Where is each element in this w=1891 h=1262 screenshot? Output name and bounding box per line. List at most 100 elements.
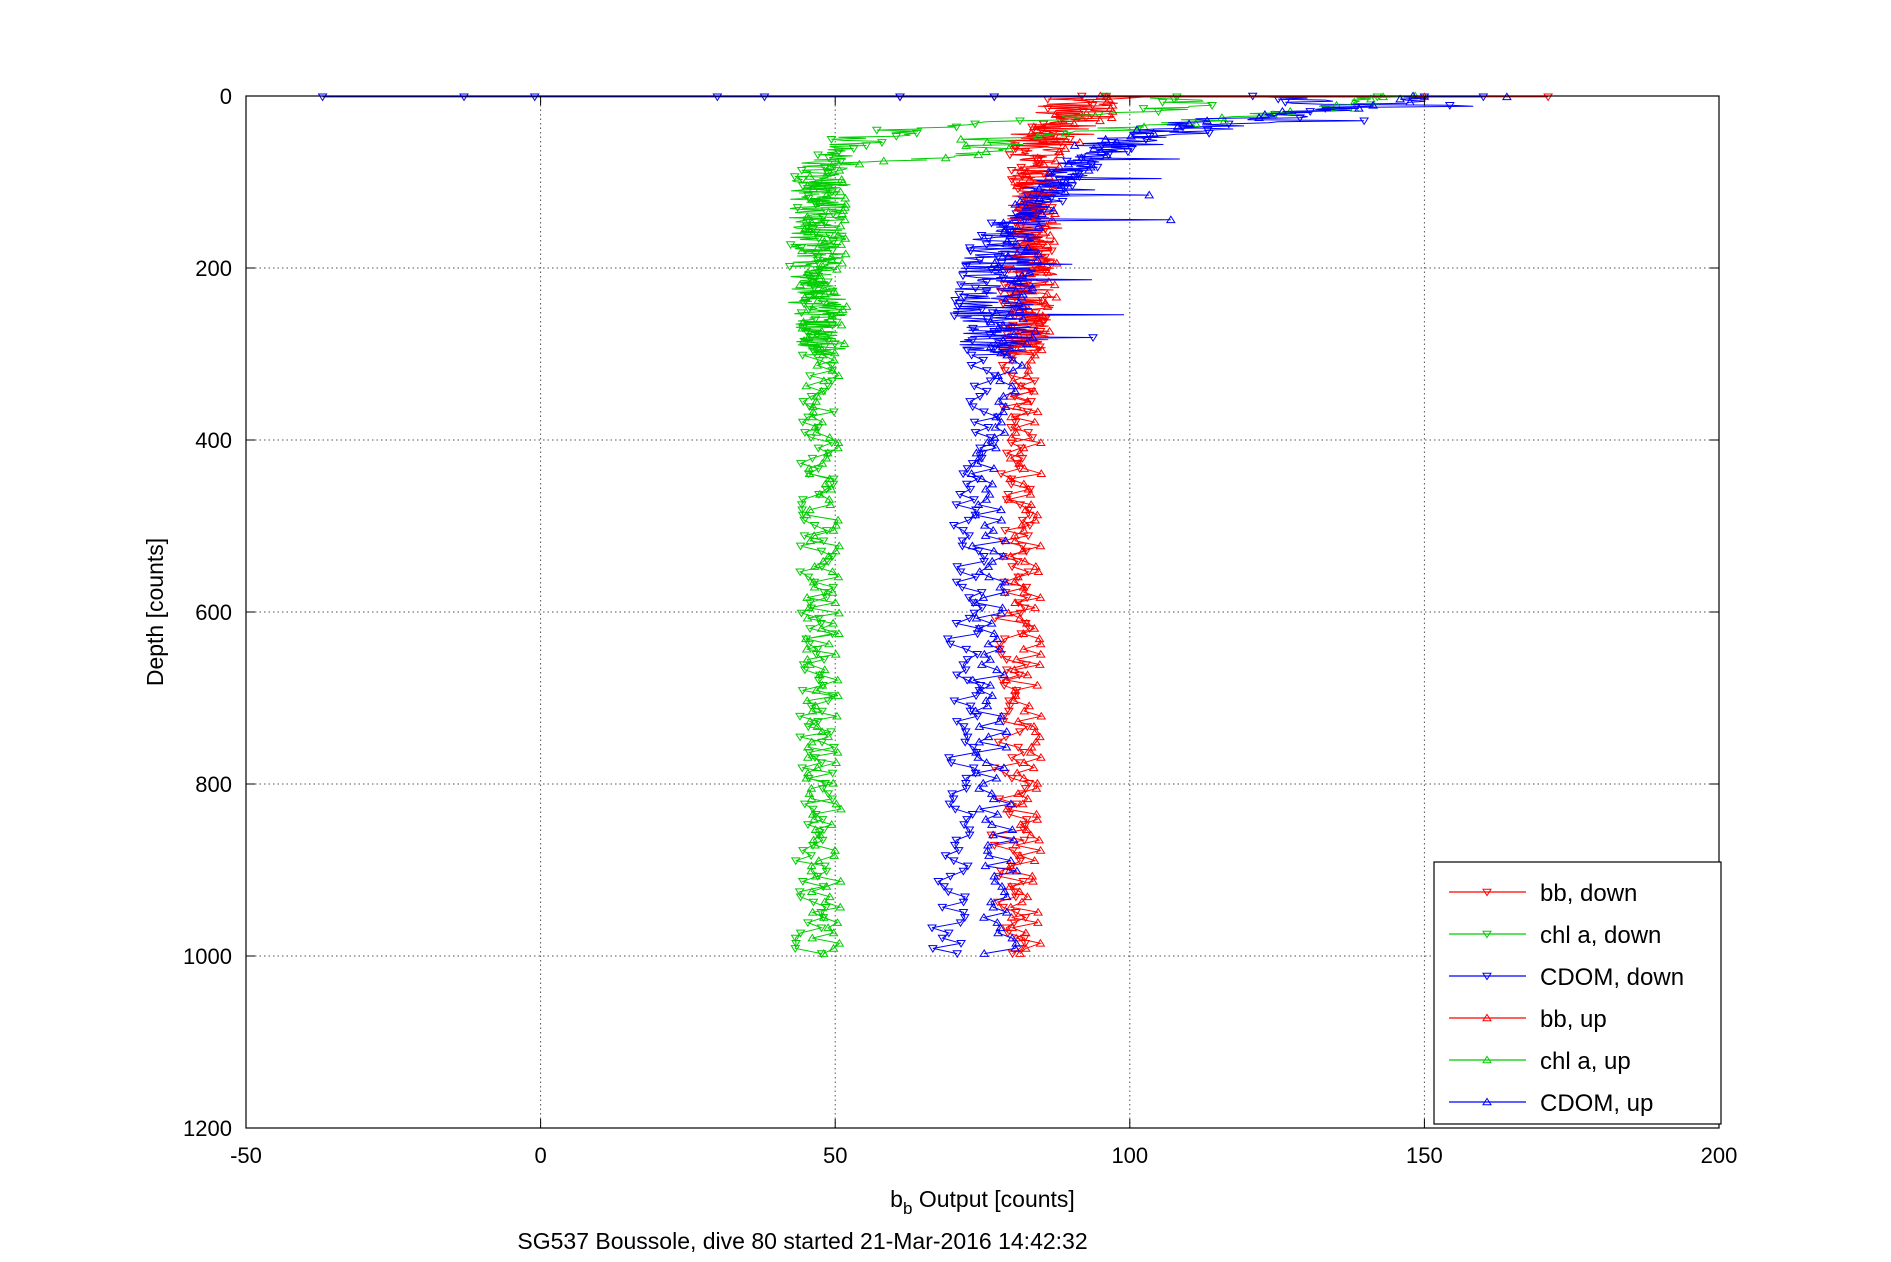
y-tick-label: 1000: [183, 944, 232, 969]
data-point: [1029, 386, 1039, 395]
x-tick-label: 50: [823, 1143, 847, 1168]
data-point: [826, 136, 837, 144]
data-point: [949, 841, 960, 850]
data-point: [785, 241, 796, 250]
legend-label: chl a, up: [1540, 1048, 1631, 1075]
data-point: [1102, 150, 1112, 159]
data-point: [1013, 789, 1023, 797]
data-point: [1007, 754, 1017, 763]
data-point: [1022, 371, 1033, 379]
data-point: [961, 262, 972, 271]
data-point: [790, 945, 801, 953]
data-point: [1032, 153, 1043, 162]
data-point: [795, 280, 805, 289]
data-point: [1042, 240, 1053, 248]
data-point: [820, 479, 831, 488]
data-point: [1013, 716, 1024, 725]
data-point: [1022, 283, 1033, 292]
data-point: [951, 836, 962, 845]
data-point: [1006, 799, 1016, 808]
data-point: [959, 293, 970, 302]
data-point: [1002, 804, 1012, 813]
data-point: [1017, 546, 1028, 555]
data-point: [1035, 649, 1046, 658]
data-point: [946, 759, 957, 768]
data-point: [996, 711, 1007, 720]
data-point: [1021, 825, 1032, 834]
series-2: [317, 92, 1489, 959]
data-point: [838, 206, 849, 214]
data-point: [816, 386, 827, 395]
data-point: [1010, 943, 1020, 952]
data-point: [993, 323, 1004, 332]
data-point: [1032, 407, 1043, 416]
data-point: [808, 835, 819, 844]
data-point: [996, 515, 1007, 524]
data-point: [1042, 267, 1053, 276]
data-point: [803, 742, 813, 751]
x-tick-label: 100: [1111, 1143, 1148, 1168]
data-point: [802, 593, 812, 601]
y-tick-label: 0: [220, 84, 232, 109]
data-point: [812, 722, 823, 730]
data-point: [802, 752, 813, 761]
data-point: [1026, 128, 1037, 137]
data-point: [1029, 856, 1040, 865]
data-point: [820, 289, 830, 298]
data-point: [808, 402, 818, 410]
data-point: [961, 140, 972, 149]
data-point: [958, 898, 969, 907]
data-point: [999, 587, 1010, 596]
data-point: [994, 716, 1005, 725]
data-point: [1042, 105, 1053, 113]
data-point: [841, 199, 851, 208]
legend-label: chl a, down: [1540, 922, 1661, 949]
data-point: [823, 382, 834, 391]
data-point: [971, 448, 982, 457]
data-point: [824, 639, 834, 648]
chart-caption: SG537 Boussole, dive 80 started 21-Mar-2…: [517, 1228, 1087, 1254]
data-point: [993, 253, 1003, 262]
data-point: [1013, 743, 1024, 752]
data-point: [927, 924, 937, 933]
data-point: [1037, 209, 1047, 217]
legend-label: bb, up: [1540, 1006, 1607, 1033]
data-point: [987, 479, 998, 488]
data-point: [994, 340, 1004, 349]
data-point: [818, 556, 829, 565]
data-point: [951, 718, 962, 726]
data-point: [835, 187, 846, 196]
data-point: [978, 356, 989, 365]
data-point: [807, 454, 818, 463]
data-point: [835, 902, 846, 911]
data-point: [817, 727, 827, 736]
data-point: [827, 247, 838, 256]
data-point: [1025, 747, 1036, 756]
data-point: [809, 531, 820, 539]
data-point: [1101, 97, 1112, 106]
data-point: [957, 537, 968, 546]
data-point: [1009, 329, 1020, 338]
data-point: [994, 644, 1005, 653]
data-point: [1027, 283, 1038, 292]
data-point: [1020, 928, 1031, 937]
data-point: [1035, 938, 1046, 947]
y-tick-label: 400: [195, 428, 232, 453]
data-point: [983, 562, 994, 570]
data-point: [1003, 707, 1014, 716]
data-point: [1051, 292, 1062, 301]
data-point: [831, 520, 841, 529]
data-point: [1405, 97, 1415, 106]
data-point: [1543, 93, 1554, 102]
data-point: [999, 635, 1010, 644]
data-point: [811, 871, 821, 880]
data-point: [1026, 500, 1037, 508]
data-point: [1011, 866, 1022, 875]
data-point: [985, 654, 996, 663]
data-point: [993, 371, 1003, 379]
data-point: [811, 651, 822, 659]
data-point: [1033, 314, 1044, 323]
data-point: [959, 914, 970, 923]
data-point: [827, 365, 838, 374]
data-point: [1023, 568, 1034, 577]
